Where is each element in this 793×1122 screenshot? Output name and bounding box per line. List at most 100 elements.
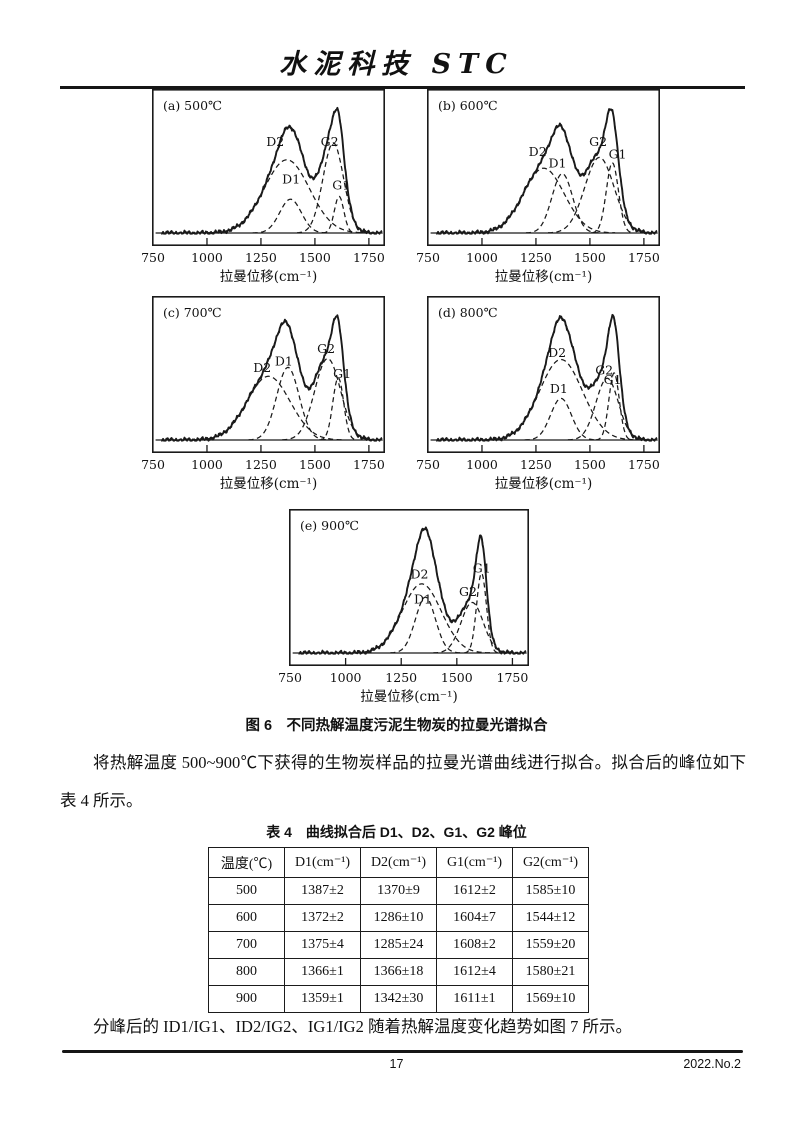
x-axis-label: 拉曼位移(cm⁻¹) xyxy=(495,269,592,285)
peak-label-G2: G2 xyxy=(595,362,613,377)
component-band-G1 xyxy=(322,195,356,234)
table-cell: 1611±1 xyxy=(436,985,513,1013)
table-cell: 1559±20 xyxy=(512,931,589,959)
x-tick-label: 750 xyxy=(141,250,165,265)
measured-envelope-curve xyxy=(160,106,383,235)
figure-caption: 图 6 不同热解温度污泥生物炭的拉曼光谱拟合 xyxy=(245,718,548,734)
peak-label-G1: G1 xyxy=(604,372,622,387)
x-tick-label: 1000 xyxy=(330,670,362,685)
table-row: 500 1387±2 1370±9 1612±2 1585±10 xyxy=(208,877,589,905)
table-cell: 1544±12 xyxy=(512,904,589,932)
column-header: D2(cm⁻¹) xyxy=(360,847,437,878)
plot-frame xyxy=(289,509,529,666)
x-tick-label: 1500 xyxy=(299,250,331,265)
table-cell: 1387±2 xyxy=(284,877,361,905)
x-tick-label: 1750 xyxy=(353,457,385,472)
table-cell: 1366±1 xyxy=(284,958,361,986)
x-tick-label: 1250 xyxy=(520,250,552,265)
table-row: 600 1372±2 1286±10 1604±7 1544±12 xyxy=(208,904,589,932)
peak-label-G2: G2 xyxy=(459,584,477,599)
peak-label-D1: D1 xyxy=(414,591,432,606)
table-cell: 500 xyxy=(208,877,285,905)
plot-frame xyxy=(152,296,385,453)
table-cell: 700 xyxy=(208,931,285,959)
issue-number: 2022.No.2 xyxy=(683,1057,741,1071)
component-band-D2 xyxy=(353,583,490,654)
raman-subplot-e-900c: 750 1000 1250 1500 1750 拉曼位移(cm⁻¹) (e) 900℃ D2 D… xyxy=(278,509,529,712)
column-header: G2(cm⁻¹) xyxy=(512,847,589,878)
measured-envelope-curve xyxy=(160,314,383,442)
peak-label-D2: D2 xyxy=(266,134,284,149)
journal-header-title: 水泥科技 STC xyxy=(279,49,514,80)
table-row: 800 1366±1 1366±18 1612±4 1580±21 xyxy=(208,958,589,986)
peak-label-G1: G1 xyxy=(332,178,350,193)
component-band-G1 xyxy=(591,162,634,234)
table-cell: 1375±4 xyxy=(284,931,361,959)
measured-envelope-curve xyxy=(298,526,527,655)
raman-subplot-a-500c: 750 1000 1250 1500 1750 拉曼位移(cm⁻¹) (a) 500℃ D2 D… xyxy=(141,89,385,292)
peak-label-G2: G2 xyxy=(317,341,335,356)
x-tick-label: 1250 xyxy=(520,457,552,472)
table-row: 900 1359±1 1342±30 1611±1 1569±10 xyxy=(208,985,589,1013)
peak-label-D1: D1 xyxy=(282,171,300,186)
x-tick-label: 1500 xyxy=(574,250,606,265)
column-header: G1(cm⁻¹) xyxy=(436,847,513,878)
table-body: 500 1387±2 1370±9 1612±2 1585±10 600 1372±2 128… xyxy=(208,877,589,1013)
measured-envelope-curve xyxy=(435,313,658,442)
peak-label-D1: D1 xyxy=(549,155,567,170)
table-cell: 900 xyxy=(208,985,285,1013)
table-cell: 1285±24 xyxy=(360,931,437,959)
table-cell: 1580±21 xyxy=(512,958,589,986)
component-band-D1 xyxy=(525,172,599,234)
x-tick-label: 750 xyxy=(278,670,302,685)
x-axis-label: 拉曼位移(cm⁻¹) xyxy=(220,476,317,492)
header-rule xyxy=(60,86,745,89)
table-row: 700 1375±4 1285±24 1608±2 1559±20 xyxy=(208,931,589,959)
component-band-D2 xyxy=(192,375,344,441)
peak-label-G2: G2 xyxy=(321,134,339,149)
raman-spectrum-plot: 750 1000 1250 1500 1750 拉曼位移(cm⁻¹) (b) 600℃ D2D… xyxy=(416,89,660,285)
x-tick-label: 1750 xyxy=(353,250,385,265)
subplot-title: (d) 800℃ xyxy=(438,305,498,320)
table-cell: 1585±10 xyxy=(512,877,589,905)
footer-rule xyxy=(62,1050,743,1053)
subplot-title: (c) 700℃ xyxy=(163,305,222,320)
subplot-title: (a) 500℃ xyxy=(163,98,222,113)
plot-frame xyxy=(427,296,660,453)
subplot-title: (b) 600℃ xyxy=(438,98,498,113)
x-axis-label: 拉曼位移(cm⁻¹) xyxy=(220,269,317,285)
component-band-D1 xyxy=(524,397,598,441)
peak-label-D2: D2 xyxy=(410,567,428,582)
x-tick-label: 1000 xyxy=(191,457,223,472)
fitted-envelope-curve xyxy=(436,315,658,441)
table-cell: 1604±7 xyxy=(436,904,513,932)
measured-envelope-curve xyxy=(435,108,658,235)
subplot-title: (e) 900℃ xyxy=(300,518,359,533)
table-cell: 1359±1 xyxy=(284,985,361,1013)
component-band-D2 xyxy=(471,167,616,234)
x-tick-label: 1750 xyxy=(628,457,660,472)
table-cell: 1608±2 xyxy=(436,931,513,959)
peak-label-D2: D2 xyxy=(253,360,271,375)
x-tick-label: 1500 xyxy=(299,457,331,472)
x-tick-label: 1750 xyxy=(628,250,660,265)
peak-label-G2: G2 xyxy=(589,134,607,149)
peak-label-G1: G1 xyxy=(473,560,491,575)
table-title: 表 4 曲线拟合后 D1、D2、G1、G2 峰位 xyxy=(266,824,527,840)
plot-frame xyxy=(427,89,660,246)
table-cell: 1372±2 xyxy=(284,904,361,932)
table-cell: 1612±2 xyxy=(436,877,513,905)
x-tick-label: 1000 xyxy=(466,250,498,265)
x-tick-label: 1000 xyxy=(466,457,498,472)
peak-label-D1: D1 xyxy=(550,381,568,396)
x-tick-label: 1500 xyxy=(441,670,473,685)
x-axis-label: 拉曼位移(cm⁻¹) xyxy=(360,689,457,705)
peak-label-D2: D2 xyxy=(548,345,566,360)
peak-label-D2: D2 xyxy=(529,144,547,159)
x-tick-label: 1250 xyxy=(245,250,277,265)
raman-subplot-d-800c: 750 1000 1250 1500 1750 拉曼位移(cm⁻¹) (d) 800℃ D2 D… xyxy=(416,296,660,499)
body-paragraph-2: 分峰后的 ID1/IG1、ID2/IG2、IG1/IG2 随着热解温度变化趋势如… xyxy=(93,1017,632,1036)
plot-frame xyxy=(152,89,385,246)
x-tick-label: 750 xyxy=(416,250,440,265)
